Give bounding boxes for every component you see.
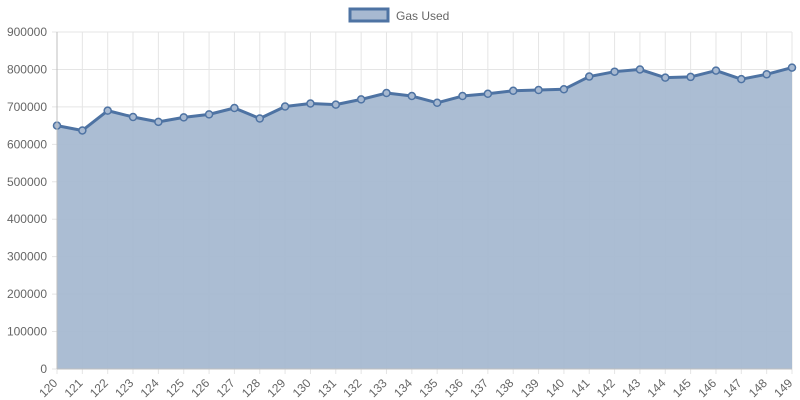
data-point[interactable] xyxy=(711,66,721,75)
data-point[interactable] xyxy=(331,100,341,109)
x-tick-label: 147 xyxy=(721,376,745,400)
plot-area xyxy=(52,63,797,370)
x-tick-label: 135 xyxy=(416,376,440,400)
data-point[interactable] xyxy=(154,117,163,127)
data-point[interactable] xyxy=(661,73,670,82)
legend[interactable]: Gas Used xyxy=(348,7,449,23)
data-point[interactable] xyxy=(584,72,594,81)
data-point[interactable] xyxy=(762,70,771,79)
data-point[interactable] xyxy=(179,113,188,122)
legend-label: Gas Used xyxy=(396,9,449,23)
x-tick-label: 125 xyxy=(163,376,187,400)
data-point[interactable] xyxy=(787,63,797,72)
x-tick-label: 133 xyxy=(366,376,390,400)
data-point[interactable] xyxy=(686,72,695,82)
x-tick-label: 124 xyxy=(138,376,162,400)
y-tick-label: 300000 xyxy=(7,250,47,264)
y-tick-label: 800000 xyxy=(7,62,47,76)
x-axis: 120 121 122 123 124 125 126 127 128 129 130 131 132 1… xyxy=(36,368,796,400)
x-tick-label: 141 xyxy=(568,376,592,400)
y-axis: 0 100000 200000 300000 400000 500000 600000 700… xyxy=(7,25,58,376)
y-tick-label: 900000 xyxy=(7,25,47,39)
x-tick-label: 130 xyxy=(290,376,314,400)
data-point[interactable] xyxy=(103,106,112,115)
data-point[interactable] xyxy=(204,110,214,119)
data-point[interactable] xyxy=(508,86,518,96)
data-point[interactable] xyxy=(737,74,746,84)
y-tick-label: 600000 xyxy=(7,137,47,151)
data-point[interactable] xyxy=(559,85,569,94)
x-tick-label: 123 xyxy=(112,376,136,400)
x-tick-label: 149 xyxy=(771,376,795,400)
data-point[interactable] xyxy=(432,98,442,108)
data-point[interactable] xyxy=(483,89,493,99)
data-point[interactable] xyxy=(306,99,315,108)
x-tick-label: 120 xyxy=(36,376,60,400)
legend-swatch xyxy=(348,7,390,23)
data-point[interactable] xyxy=(255,114,265,123)
x-tick-label: 127 xyxy=(214,376,238,400)
series-area xyxy=(57,67,792,370)
x-tick-label: 129 xyxy=(264,376,288,400)
x-tick-label: 146 xyxy=(695,376,719,400)
data-point[interactable] xyxy=(280,102,290,111)
x-tick-label: 121 xyxy=(62,376,86,400)
x-tick-label: 145 xyxy=(670,376,694,400)
y-tick-label: 700000 xyxy=(7,100,47,114)
y-tick-label: 500000 xyxy=(7,175,47,189)
x-tick-label: 128 xyxy=(239,376,263,400)
x-tick-label: 131 xyxy=(315,376,339,400)
y-tick-label: 400000 xyxy=(7,212,47,226)
x-tick-label: 126 xyxy=(188,376,212,400)
data-point[interactable] xyxy=(635,65,645,74)
data-point[interactable] xyxy=(128,112,138,122)
x-tick-label: 138 xyxy=(492,376,516,400)
x-tick-label: 137 xyxy=(467,376,491,400)
y-tick-label: 0 xyxy=(40,362,47,376)
data-point[interactable] xyxy=(230,103,239,113)
x-tick-label: 134 xyxy=(391,376,415,400)
y-tick-label: 200000 xyxy=(7,287,47,301)
data-point[interactable] xyxy=(382,88,391,98)
data-point[interactable] xyxy=(78,126,87,135)
x-tick-label: 122 xyxy=(87,376,111,400)
x-tick-label: 142 xyxy=(594,376,618,400)
x-tick-label: 136 xyxy=(442,376,466,400)
data-point[interactable] xyxy=(407,91,417,101)
x-tick-label: 139 xyxy=(518,376,542,400)
y-tick-label: 100000 xyxy=(7,325,47,339)
data-point[interactable] xyxy=(534,85,543,95)
x-tick-label: 143 xyxy=(619,376,643,400)
data-point[interactable] xyxy=(458,91,467,101)
x-tick-label: 144 xyxy=(645,376,669,400)
x-tick-label: 132 xyxy=(340,376,364,400)
data-point[interactable] xyxy=(610,67,619,76)
x-tick-label: 140 xyxy=(543,376,567,400)
x-tick-label: 148 xyxy=(746,376,770,400)
data-point[interactable] xyxy=(356,95,366,104)
